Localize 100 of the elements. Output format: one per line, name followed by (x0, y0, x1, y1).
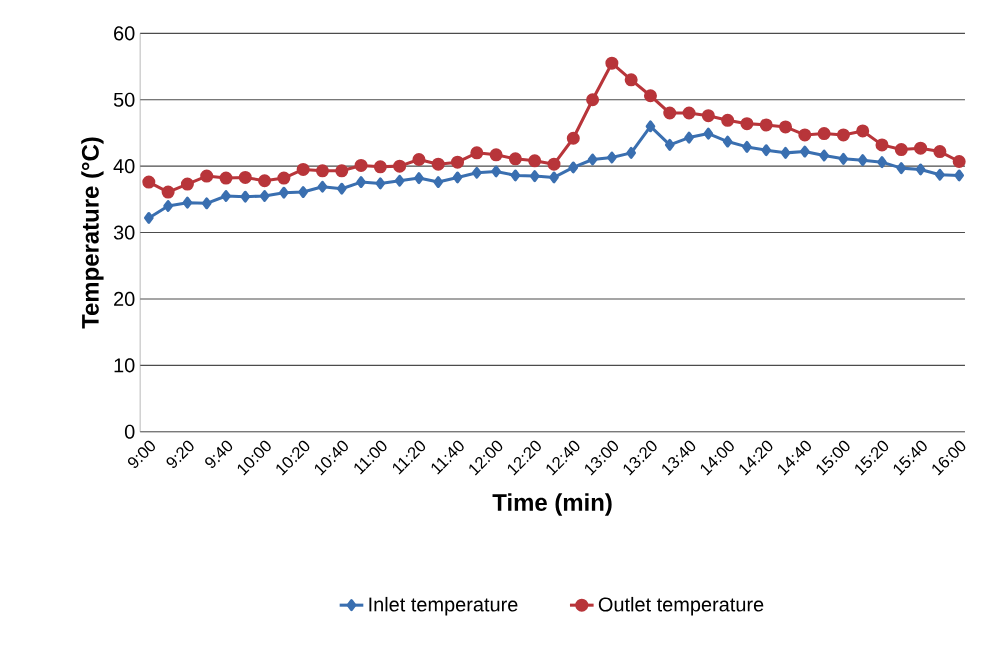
point (586, 93, 600, 107)
point (701, 109, 715, 123)
y-tick-label: 50 (113, 92, 135, 107)
point (857, 154, 868, 167)
point (471, 166, 482, 179)
point (298, 186, 309, 199)
point (142, 175, 156, 189)
point (896, 162, 907, 175)
point (356, 176, 366, 189)
point (508, 152, 522, 166)
point (740, 117, 754, 131)
point (836, 128, 850, 142)
point (431, 157, 445, 171)
point (240, 190, 251, 203)
point (952, 155, 966, 169)
point (491, 165, 501, 178)
point (259, 190, 270, 203)
point (798, 128, 812, 142)
point (684, 131, 694, 144)
point (528, 154, 542, 168)
point (200, 169, 214, 183)
point (856, 124, 870, 138)
point (451, 155, 465, 169)
x-tick-label: 9:20 (166, 440, 194, 468)
y-tick-label: 30 (113, 225, 135, 240)
point (605, 56, 619, 70)
point (393, 159, 407, 173)
point (433, 176, 444, 189)
point (238, 170, 252, 184)
point (779, 120, 793, 134)
x-axis-title: Time (min) (492, 493, 612, 516)
point (877, 156, 887, 169)
point (412, 153, 426, 167)
point (894, 143, 908, 157)
point (201, 197, 212, 210)
point (277, 171, 291, 185)
point (470, 146, 484, 160)
point (566, 131, 580, 145)
point (161, 185, 175, 199)
point (489, 148, 503, 162)
point (819, 149, 829, 162)
point (643, 89, 657, 103)
point (935, 168, 945, 181)
point (180, 177, 194, 191)
point (414, 172, 424, 185)
y-tick-label: 20 (114, 291, 135, 307)
y-axis-title: Temperature (°C) (81, 137, 104, 329)
y-tick-label: 0 (124, 424, 135, 439)
point (817, 127, 831, 141)
point (296, 162, 310, 176)
point (375, 177, 386, 190)
point (838, 152, 849, 165)
point (607, 151, 617, 164)
point (373, 160, 387, 174)
point (761, 144, 772, 157)
point (335, 164, 349, 178)
point (721, 113, 735, 127)
point (933, 145, 947, 159)
point (759, 118, 773, 132)
point (663, 106, 677, 120)
point (547, 157, 561, 171)
point (549, 171, 559, 184)
point (645, 120, 656, 133)
point (742, 140, 752, 153)
point (568, 161, 579, 174)
point (626, 146, 637, 159)
point (317, 180, 328, 193)
point (510, 169, 521, 182)
point (336, 182, 347, 195)
point (182, 196, 193, 209)
x-tick-label: 9:00 (127, 440, 155, 468)
point (703, 127, 714, 140)
point (354, 158, 368, 173)
point (394, 174, 405, 187)
legend-label: Outlet temperature (598, 596, 764, 616)
point (682, 106, 696, 120)
point (780, 146, 791, 159)
point (221, 190, 231, 203)
point (954, 169, 965, 182)
point (529, 170, 540, 183)
point (315, 164, 329, 178)
point (587, 153, 598, 166)
point (163, 200, 173, 212)
point (452, 171, 463, 184)
point (143, 212, 154, 224)
point (624, 73, 638, 87)
point (219, 171, 233, 185)
point (915, 163, 926, 176)
y-tick-label: 60 (114, 26, 135, 41)
point (258, 174, 272, 188)
point (914, 141, 928, 155)
legend-label: Inlet temperature (369, 596, 518, 616)
point (279, 186, 289, 199)
point (722, 135, 733, 148)
y-tick-label: 40 (113, 159, 135, 174)
point (664, 138, 675, 151)
point (875, 138, 889, 152)
x-tick-label: 9:40 (205, 440, 233, 468)
point (799, 145, 810, 158)
y-tick-label: 10 (114, 358, 135, 373)
